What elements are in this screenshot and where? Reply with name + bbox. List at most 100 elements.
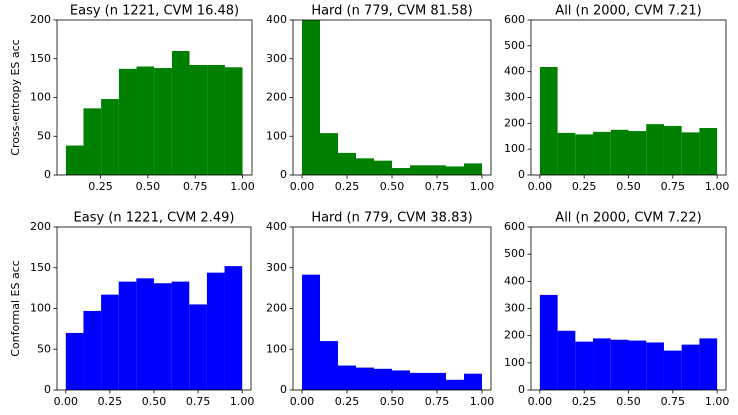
x-tick-label: 0.25 [335,395,360,408]
y-tick-label: 0 [280,383,287,396]
y-axis-label: Conformal ES acc [9,260,22,357]
bar [189,64,208,175]
x-tick-label: 0.75 [425,395,450,408]
bar [224,67,243,175]
y-tick-label: 0 [280,168,287,181]
chart-title: Hard (n 779, CVM 38.83) [311,211,472,226]
bar [374,160,392,175]
bar [663,125,682,175]
y-tick-label: 200 [504,329,525,342]
chart-title: All (n 2000, CVM 7.22) [555,211,701,226]
bar [65,332,84,390]
y-tick-label: 0 [44,168,51,181]
bar [338,365,356,390]
bar [83,108,102,175]
y-tick-label: 100 [30,302,51,315]
bar [575,341,594,390]
bar [446,166,464,175]
bar [699,338,718,390]
y-tick-label: 300 [504,91,525,104]
subplot: 0 100 200 300 400 0.00 0.25 0.50 0.75 1.00 Hard (n… [266,211,494,409]
x-tick-label: 0.50 [616,180,641,193]
y-tick-label: 400 [266,220,287,233]
x-tick-label: 0.50 [142,395,167,408]
bar [392,370,410,390]
bar [118,281,137,390]
y-tick-label: 200 [30,13,51,26]
y-tick-label: 150 [30,52,51,65]
chart-title: Hard (n 779, CVM 81.58) [311,4,472,19]
y-tick-label: 200 [504,116,525,129]
bar [101,294,119,390]
y-tick-label: 0 [44,383,51,396]
bar [207,64,225,175]
x-tick-label: 0.00 [290,180,315,193]
y-tick-label: 0 [518,383,525,396]
bar [464,373,482,390]
x-tick-label: 0.00 [290,395,315,408]
bar [593,338,611,390]
x-tick-label: 0.75 [186,395,211,408]
x-tick-label: 0.75 [661,180,686,193]
y-tick-label: 500 [504,39,525,52]
y-tick-label: 300 [266,261,287,274]
y-tick-label: 50 [37,129,51,142]
bar [320,133,338,175]
bar [320,341,338,390]
x-tick-label: 1.00 [705,180,730,193]
subplot: 0 100 200 300 400 0.00 0.25 0.50 0.75 1.00 Hard (n… [266,4,494,194]
x-tick-label: 0.00 [54,395,79,408]
bar [575,134,594,175]
y-tick-label: 200 [266,302,287,315]
bar [410,165,428,175]
bar [392,168,410,175]
y-tick-label: 100 [266,129,287,142]
y-tick-label: 400 [504,274,525,287]
bar [65,145,84,175]
x-tick-label: 0.75 [425,180,450,193]
x-tick-label: 0.00 [528,180,553,193]
y-tick-label: 100 [504,142,525,155]
y-tick-label: 500 [504,247,525,260]
y-tick-label: 300 [266,52,287,65]
bar [699,127,718,175]
bar [101,99,119,175]
y-tick-label: 600 [504,13,525,26]
x-tick-label: 1.00 [705,395,730,408]
chart-title: Easy (n 1221, CVM 2.49) [74,211,235,226]
x-tick-label: 0.25 [98,395,123,408]
subplot: 0 100 200 300 400 500 600 0.00 0.25 0.50 0.75 1.00 A… [504,211,729,409]
y-tick-label: 600 [504,220,525,233]
y-tick-label: 400 [266,13,287,26]
x-tick-label: 0.25 [335,180,360,193]
bar [224,266,243,390]
x-tick-label: 0.25 [88,180,113,193]
y-tick-label: 100 [30,91,51,104]
bar [154,68,172,175]
bar [539,294,558,390]
x-tick-label: 0.50 [136,180,161,193]
bar [628,131,647,175]
bar [610,339,629,390]
x-tick-label: 0.50 [380,180,405,193]
x-tick-label: 0.50 [380,395,405,408]
bar [593,131,611,175]
x-tick-label: 0.50 [616,395,641,408]
y-tick-label: 0 [518,168,525,181]
bar [557,330,576,390]
x-tick-label: 0.00 [528,395,553,408]
chart-title: Easy (n 1221, CVM 16.48) [70,4,239,19]
bar [136,66,155,175]
bar [428,372,446,390]
bar [171,51,190,175]
bar [136,278,154,390]
bar [410,372,428,390]
chart-title: All (n 2000, CVM 7.21) [555,4,701,19]
subplot: 0 50 100 150 200 0.00 0.25 0.50 0.75 1.00 Easy (n … [9,211,254,409]
y-tick-label: 100 [504,356,525,369]
bar [464,163,482,175]
x-tick-label: 1.00 [230,180,255,193]
bar [171,281,190,390]
bar [356,158,374,175]
